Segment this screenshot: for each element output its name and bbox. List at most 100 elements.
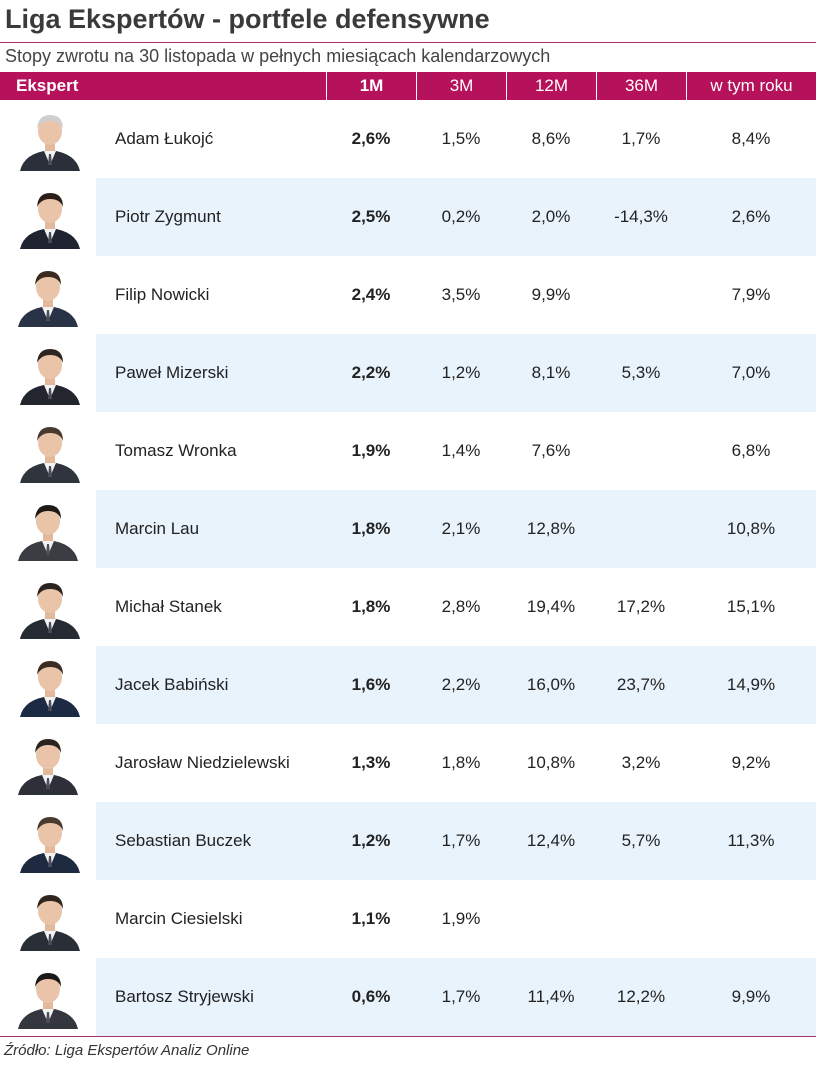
table-row: Marcin Lau 1,8% 2,1% 12,8% 10,8% bbox=[0, 490, 816, 568]
column-header-1m: 1M bbox=[326, 72, 416, 100]
cell-12m: 8,1% bbox=[531, 363, 571, 382]
cell-12m: 9,9% bbox=[531, 285, 571, 304]
expert-name: Michał Stanek bbox=[115, 597, 222, 616]
cell-1m: 1,1% bbox=[351, 909, 391, 928]
cell-1m: 1,8% bbox=[351, 519, 391, 538]
expert-name: Jarosław Niedzielewski bbox=[115, 753, 290, 772]
cell-12m: 19,4% bbox=[526, 597, 576, 616]
expert-name: Paweł Mizerski bbox=[115, 363, 229, 382]
table-row: Marcin Ciesielski 1,1% 1,9% bbox=[0, 880, 816, 958]
cell-1m: 1,8% bbox=[351, 597, 391, 616]
cell-36m: 1,7% bbox=[621, 129, 661, 148]
cell-1m: 1,3% bbox=[351, 753, 391, 772]
cell-3m: 2,2% bbox=[441, 675, 481, 694]
cell-3m: 1,4% bbox=[441, 441, 481, 460]
source-note: Źródło: Liga Ekspertów Analiz Online bbox=[4, 1042, 250, 1059]
cell-12m: 12,8% bbox=[526, 519, 576, 538]
cell-3m: 2,1% bbox=[441, 519, 481, 538]
cell-36m: -14,3% bbox=[614, 207, 668, 226]
table-row: Adam Łukojć 2,6% 1,5% 8,6% 1,7% 8,4% bbox=[0, 100, 816, 178]
cell-12m: 16,0% bbox=[526, 675, 576, 694]
cell-ytd: 9,2% bbox=[731, 753, 771, 772]
title-divider bbox=[0, 42, 816, 43]
expert-photo bbox=[16, 575, 84, 639]
cell-1m: 2,2% bbox=[351, 363, 391, 382]
cell-12m: 8,6% bbox=[531, 129, 571, 148]
cell-1m: 2,6% bbox=[351, 129, 391, 148]
cell-3m: 3,5% bbox=[441, 285, 481, 304]
cell-36m: 5,7% bbox=[621, 831, 661, 850]
cell-ytd: 10,8% bbox=[726, 519, 776, 538]
expert-name: Marcin Lau bbox=[115, 519, 200, 538]
table-row: Jarosław Niedzielewski 1,3% 1,8% 10,8% 3,2% 9… bbox=[0, 724, 816, 802]
cell-36m bbox=[596, 880, 686, 958]
expert-photo bbox=[16, 341, 84, 405]
expert-photo bbox=[14, 263, 82, 327]
cell-1m: 2,4% bbox=[351, 285, 391, 304]
expert-photo bbox=[16, 419, 84, 483]
cell-3m: 1,7% bbox=[441, 831, 481, 850]
expert-name: Sebastian Buczek bbox=[115, 831, 252, 850]
footer-divider bbox=[0, 1036, 816, 1037]
cell-12m: 12,4% bbox=[526, 831, 576, 850]
cell-12m bbox=[506, 880, 596, 958]
table-row: Bartosz Stryjewski 0,6% 1,7% 11,4% 12,2% 9,9% bbox=[0, 958, 816, 1036]
cell-1m: 2,5% bbox=[351, 207, 391, 226]
cell-ytd bbox=[686, 880, 816, 958]
cell-3m: 1,5% bbox=[441, 129, 481, 148]
expert-name: Bartosz Stryjewski bbox=[115, 987, 254, 1006]
cell-36m bbox=[596, 490, 686, 568]
table-row: Sebastian Buczek 1,2% 1,7% 12,4% 5,7% 11,3% bbox=[0, 802, 816, 880]
column-header-12m: 12M bbox=[506, 72, 596, 100]
expert-name: Filip Nowicki bbox=[115, 285, 210, 304]
cell-ytd: 7,9% bbox=[731, 285, 771, 304]
expert-photo bbox=[16, 809, 84, 873]
cell-ytd: 7,0% bbox=[731, 363, 771, 382]
expert-name: Piotr Zygmunt bbox=[115, 207, 221, 226]
row-band bbox=[96, 490, 816, 568]
expert-name: Jacek Babiński bbox=[115, 675, 229, 694]
table-row: Piotr Zygmunt 2,5% 0,2% 2,0% -14,3% 2,6% bbox=[0, 178, 816, 256]
expert-photo bbox=[14, 497, 82, 561]
column-header-ytd: w tym roku bbox=[686, 72, 816, 100]
cell-3m: 0,2% bbox=[441, 207, 481, 226]
cell-36m bbox=[596, 412, 686, 490]
chart-subtitle: Stopy zwrotu na 30 listopada w pełnych m… bbox=[5, 46, 551, 66]
column-header-ekspert: Ekspert bbox=[16, 76, 79, 95]
cell-36m: 3,2% bbox=[621, 753, 661, 772]
table-row: Paweł Mizerski 2,2% 1,2% 8,1% 5,3% 7,0% bbox=[0, 334, 816, 412]
cell-3m: 2,8% bbox=[441, 597, 481, 616]
expert-name: Marcin Ciesielski bbox=[115, 909, 243, 928]
row-band bbox=[96, 958, 816, 1036]
cell-ytd: 8,4% bbox=[731, 129, 771, 148]
cell-1m: 1,6% bbox=[351, 675, 391, 694]
row-band bbox=[96, 646, 816, 724]
cell-36m: 12,2% bbox=[616, 987, 666, 1006]
cell-ytd: 15,1% bbox=[726, 597, 776, 616]
expert-photo bbox=[16, 185, 84, 249]
table-row: Jacek Babiński 1,6% 2,2% 16,0% 23,7% 14,9% bbox=[0, 646, 816, 724]
table-header: Ekspert 1M 3M 12M 36M w tym roku bbox=[0, 72, 816, 100]
expert-name: Tomasz Wronka bbox=[115, 441, 237, 460]
column-header-36m: 36M bbox=[596, 72, 686, 100]
cell-36m: 23,7% bbox=[616, 675, 666, 694]
cell-ytd: 9,9% bbox=[731, 987, 771, 1006]
cell-1m: 1,2% bbox=[351, 831, 391, 850]
row-band bbox=[96, 334, 816, 412]
cell-ytd: 6,8% bbox=[731, 441, 771, 460]
cell-3m: 1,9% bbox=[441, 909, 481, 928]
expert-photo bbox=[16, 107, 84, 171]
cell-3m: 1,8% bbox=[441, 753, 481, 772]
expert-photo bbox=[16, 887, 84, 951]
column-header-3m: 3M bbox=[416, 72, 506, 100]
cell-12m: 10,8% bbox=[526, 753, 576, 772]
cell-36m bbox=[596, 256, 686, 334]
table-row: Tomasz Wronka 1,9% 1,4% 7,6% 6,8% bbox=[0, 412, 816, 490]
cell-1m: 1,9% bbox=[351, 441, 391, 460]
table-row: Filip Nowicki 2,4% 3,5% 9,9% 7,9% bbox=[0, 256, 816, 334]
expert-photo bbox=[14, 731, 82, 795]
row-band bbox=[96, 802, 816, 880]
table-row: Michał Stanek 1,8% 2,8% 19,4% 17,2% 15,1% bbox=[0, 568, 816, 646]
cell-ytd: 11,3% bbox=[727, 831, 775, 850]
cell-12m: 2,0% bbox=[531, 207, 571, 226]
